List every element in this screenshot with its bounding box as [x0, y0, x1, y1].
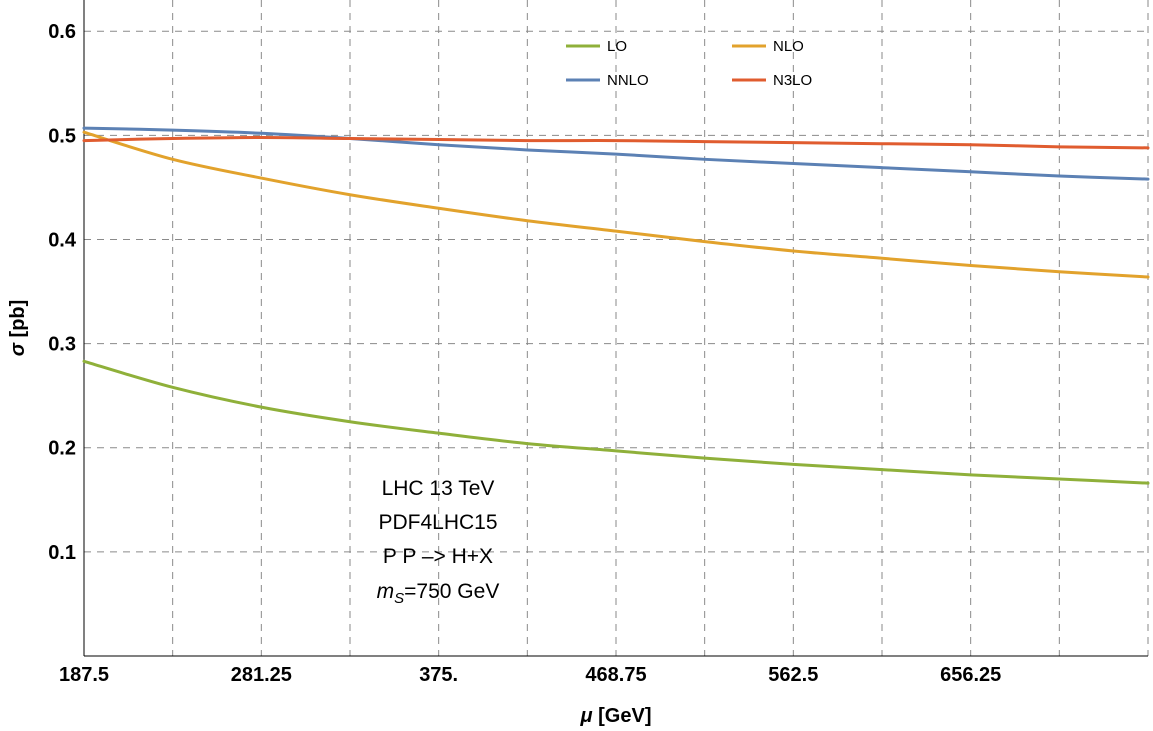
y-tick-label: 0.5 — [48, 125, 76, 147]
y-tick-label: 0.4 — [48, 229, 77, 251]
legend-label-lo: LO — [607, 38, 627, 55]
series-line-lo — [82, 359, 1150, 485]
x-tick-label: 656.25 — [940, 664, 1001, 686]
legend-label-nnlo: NNLO — [607, 72, 649, 89]
y-axis-label: σ [pb] — [7, 300, 29, 357]
y-axis-unit: [pb] — [7, 300, 29, 343]
x-tick-label: 375. — [419, 664, 458, 686]
y-axis-symbol: σ — [7, 342, 29, 356]
annotation-mass-symbol: m — [377, 580, 395, 603]
annotation-box: LHC 13 TeV PDF4LHC15 P P ‒> H+X mS=750 G… — [377, 477, 500, 607]
x-tick-label: 468.75 — [585, 664, 646, 686]
x-tick-label: 281.25 — [231, 664, 292, 686]
annotation-line-1: LHC 13 TeV — [382, 477, 495, 500]
annotation-line-4: mS=750 GeV — [377, 580, 500, 607]
series-lines — [82, 126, 1150, 485]
x-axis-unit: [GeV] — [593, 705, 652, 727]
x-tick-label: 187.5 — [59, 664, 109, 686]
annotation-mass-value: =750 GeV — [404, 580, 499, 603]
series-line-n3lo — [82, 135, 1150, 150]
legend-label-n3lo: N3LO — [773, 72, 812, 89]
series-line-nlo — [82, 130, 1150, 279]
annotation-line-3: P P ‒> H+X — [383, 545, 493, 568]
legend: LO NLO NNLO N3LO — [566, 38, 812, 89]
y-tick-label: 0.3 — [48, 334, 76, 356]
series-line-nnlo — [82, 126, 1150, 181]
x-tick-labels: 187.5 281.25 375. 468.75 562.5 656.25 — [59, 664, 1001, 686]
y-tick-label: 0.6 — [48, 21, 76, 43]
legend-label-nlo: NLO — [773, 38, 804, 55]
y-tick-labels: 0.1 0.2 0.3 0.4 0.5 0.6 — [48, 21, 77, 564]
grid — [84, 0, 1149, 656]
x-axis-label: μ [GeV] — [580, 705, 652, 727]
x-axis-symbol: μ — [580, 705, 593, 727]
x-tick-label: 562.5 — [768, 664, 818, 686]
axes — [83, 0, 1148, 657]
y-tick-label: 0.1 — [48, 542, 76, 564]
annotation-mass-subscript: S — [394, 590, 404, 607]
y-tick-label: 0.2 — [48, 438, 76, 460]
annotation-line-2: PDF4LHC15 — [378, 511, 497, 534]
